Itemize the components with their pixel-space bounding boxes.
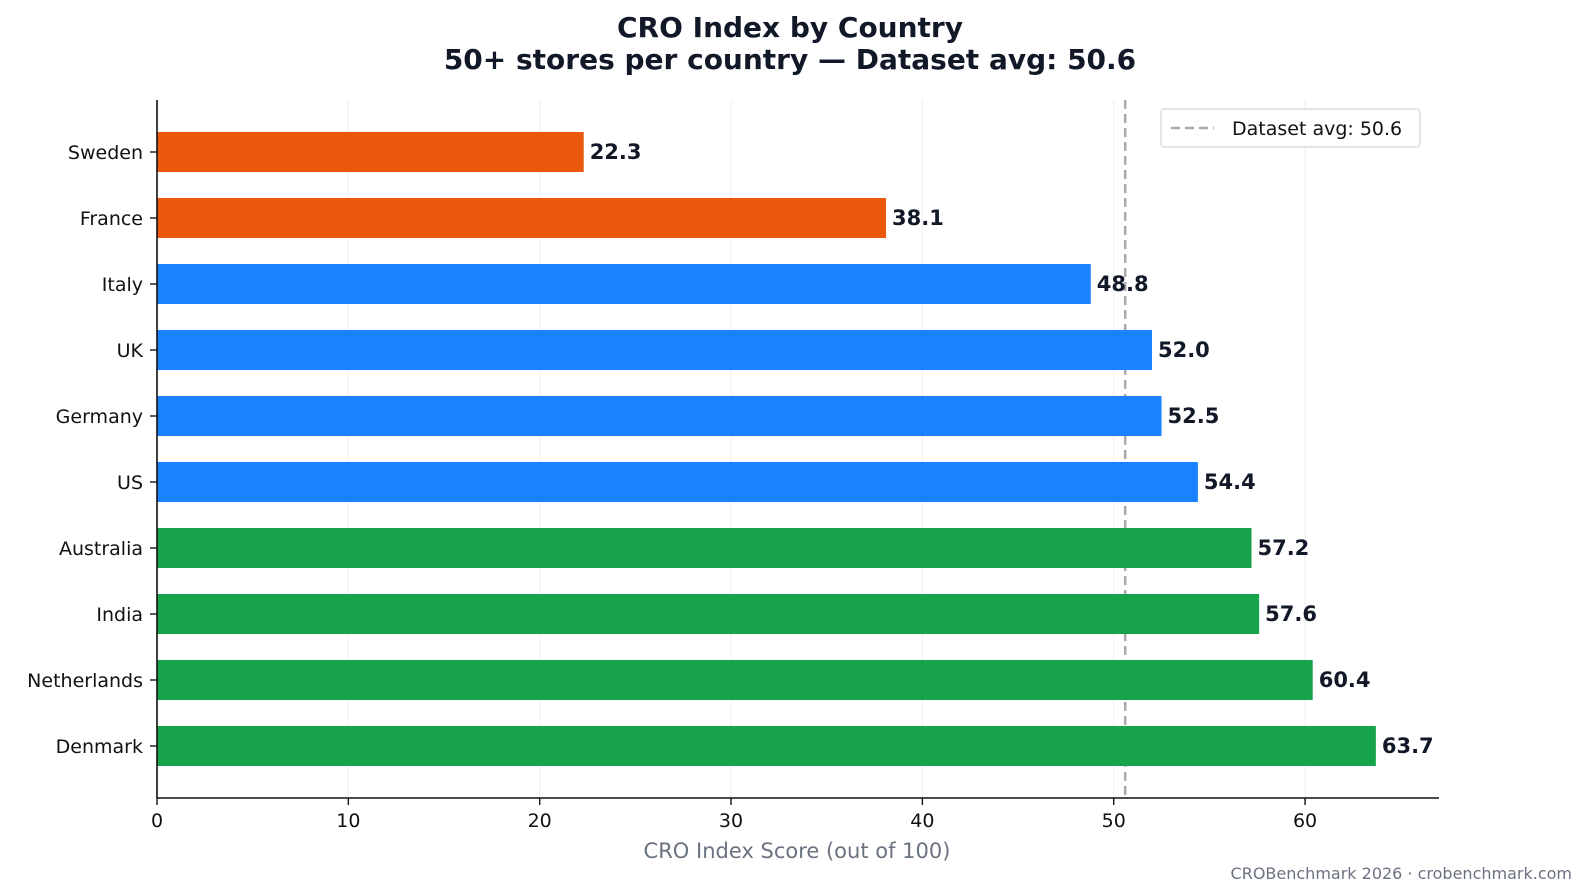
value-label-us: 54.4 xyxy=(1204,470,1256,494)
value-label-sweden: 22.3 xyxy=(590,140,642,164)
category-label-india: India xyxy=(96,604,143,626)
category-label-australia: Australia xyxy=(59,538,143,560)
value-label-netherlands: 60.4 xyxy=(1319,668,1371,692)
value-label-italy: 48.8 xyxy=(1097,272,1149,296)
value-label-india: 57.6 xyxy=(1265,602,1317,626)
x-axis-label: CRO Index Score (out of 100) xyxy=(644,839,951,863)
bars: 22.3 38.1 48.8 52.0 52.5 54.4 57.2 57.6 60.4 63.7 xyxy=(157,132,1434,766)
bar-italy xyxy=(157,264,1091,304)
value-label-australia: 57.2 xyxy=(1257,536,1309,560)
x-tick-label-40: 40 xyxy=(910,810,934,832)
bar-uk xyxy=(157,330,1152,370)
x-tick-label-20: 20 xyxy=(528,810,552,832)
category-label-france: France xyxy=(80,208,143,230)
bar-us xyxy=(157,462,1198,502)
bar-denmark xyxy=(157,726,1376,766)
bar-france xyxy=(157,198,887,238)
axes: 0 10 20 30 40 50 60 Sweden France Italy UK Germany U… xyxy=(27,100,1439,832)
category-label-germany: Germany xyxy=(56,406,143,428)
value-label-france: 38.1 xyxy=(892,206,944,230)
x-tick-label-10: 10 xyxy=(336,810,360,832)
category-label-netherlands: Netherlands xyxy=(27,670,143,692)
x-tick-label-30: 30 xyxy=(719,810,743,832)
bar-india xyxy=(157,594,1260,634)
x-tick-label-60: 60 xyxy=(1293,810,1317,832)
chart-subtitle: 50+ stores per country — Dataset avg: 50… xyxy=(444,43,1136,76)
chart-title: CRO Index by Country xyxy=(617,11,963,44)
category-label-italy: Italy xyxy=(102,274,143,296)
legend-box xyxy=(1160,108,1421,148)
x-tick-label-50: 50 xyxy=(1102,810,1126,832)
value-label-germany: 52.5 xyxy=(1168,404,1220,428)
footer-credit: CROBenchmark 2026 · crobenchmark.com xyxy=(1231,864,1572,883)
category-label-uk: UK xyxy=(117,340,144,362)
bar-germany xyxy=(157,396,1162,436)
bar-australia xyxy=(157,528,1252,568)
bar-netherlands xyxy=(157,660,1313,700)
value-label-denmark: 63.7 xyxy=(1382,734,1434,758)
value-label-uk: 52.0 xyxy=(1158,338,1210,362)
bar-sweden xyxy=(157,132,584,172)
category-label-denmark: Denmark xyxy=(56,736,143,758)
x-tick-label-0: 0 xyxy=(151,810,163,832)
category-label-sweden: Sweden xyxy=(68,142,143,164)
legend: Dataset avg: 50.6 xyxy=(1160,108,1421,148)
category-label-us: US xyxy=(117,472,143,494)
legend-entry-label: Dataset avg: 50.6 xyxy=(1232,118,1402,140)
